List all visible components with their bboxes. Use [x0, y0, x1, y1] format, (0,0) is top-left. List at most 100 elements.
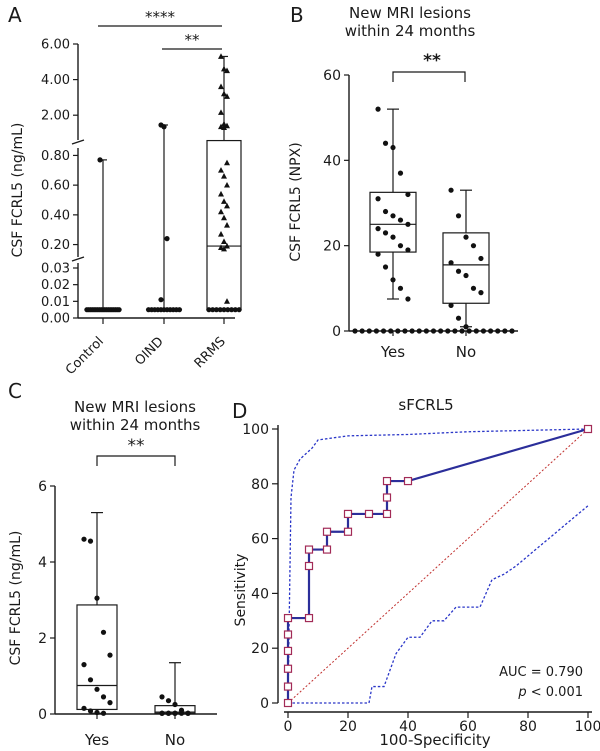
panel-c-point-no	[178, 710, 185, 716]
panel-a-y-tick-label: 6.00	[41, 38, 70, 53]
panel-c-y-tick-label: 0	[38, 707, 47, 723]
panel-c-point-no	[172, 710, 178, 716]
panel-b-title-line-1: New MRI lesions	[349, 4, 471, 22]
panel-b-y-label: CSF FCRL5 (NPX)	[288, 142, 304, 261]
panel-a-y-tick-label: 0.20	[41, 238, 70, 253]
panel-c-point-yes	[100, 710, 107, 716]
panel-b-zero-point	[466, 328, 472, 334]
panel-b-point-no	[470, 243, 477, 249]
panel-a-point-rrms	[218, 167, 224, 173]
panel-c-point-yes	[100, 629, 107, 635]
panel-c-point-yes	[94, 686, 100, 692]
panel-a-axis-break-2	[71, 139, 85, 145]
panel-b-point-yes	[375, 196, 381, 202]
panel-b-zero-point	[480, 328, 487, 334]
panel-d-p-text: < 0.001	[527, 685, 583, 700]
panel-b-zero-point	[438, 328, 444, 334]
panel-c-point-yes	[81, 662, 87, 668]
panel-b-sig-bracket	[392, 71, 466, 82]
panel-b-zero-point	[359, 328, 365, 334]
panel-b-point-yes	[390, 144, 396, 151]
panel-b-point-no	[470, 285, 477, 291]
panel-d-roc-point	[304, 613, 314, 623]
panel-b-point-yes	[382, 230, 389, 236]
panel-d-y-tick-label: 40	[251, 586, 269, 602]
panel-b-zero-point	[459, 328, 465, 334]
panel-a-point-rrms	[218, 208, 224, 215]
panel-b-point-yes	[405, 221, 411, 227]
panel-c-point-yes	[87, 538, 94, 544]
panel-d-auc: AUC = 0.790	[499, 665, 583, 680]
panel-b-point-yes	[397, 285, 404, 291]
panel-d-x-tick-label: 100	[575, 719, 600, 735]
panel-d-roc-point	[403, 476, 413, 486]
panel-a-point-oind	[164, 236, 170, 242]
panel-b-point-no	[455, 268, 462, 274]
panel-b-box-no	[442, 232, 490, 304]
panel-d-plot	[283, 424, 593, 708]
panel-c-point-yes	[94, 595, 100, 601]
panel-d-roc-point	[382, 493, 392, 502]
panel-c-point-yes	[81, 705, 87, 711]
panel-b-zero-point	[373, 328, 380, 334]
panel-a-point-rrms	[224, 298, 230, 304]
panel-b-zero-point	[487, 328, 494, 334]
panel-b-point-yes	[405, 191, 411, 198]
panel-b-y-tick-label: 20	[323, 239, 341, 255]
panel-c-category-no: No	[165, 731, 185, 749]
panel-a-category-rrms: RRMS	[192, 334, 229, 371]
panel-a-sig-label-control-rrms: ****	[145, 8, 176, 26]
panel-a-point-rrms	[210, 307, 216, 313]
panel-d-roc-point	[283, 664, 293, 673]
panel-a-y-tick-label: 0.02	[41, 278, 70, 293]
panel-d-roc-point	[382, 476, 392, 486]
panel-b-zero-point	[423, 328, 429, 334]
panel-a-point-rrms	[224, 67, 230, 74]
panel-b-point-yes	[375, 251, 381, 257]
panel-b-point-yes	[375, 106, 381, 112]
panel-d-y-tick-label: 20	[251, 641, 269, 657]
panel-b: New MRI lesions within 24 months CSF FCR…	[288, 4, 518, 361]
panel-a-point-rrms	[221, 245, 227, 252]
panel-a-point-rrms	[224, 222, 230, 228]
panel-a-point-rrms	[218, 83, 224, 90]
panel-a-y-tick-label: 2.00	[41, 109, 70, 124]
panel-a-sig-label-oind-rrms: **	[185, 31, 201, 49]
panel-a-point-rrms	[236, 307, 242, 313]
panel-b-zero-point	[352, 328, 358, 334]
panel-b-zero-point	[445, 328, 451, 334]
panel-a-point-rrms	[221, 307, 227, 313]
panel-a-point-rrms	[221, 214, 227, 221]
panel-d-roc-point	[283, 682, 293, 691]
panel-d-roc-point	[583, 424, 593, 434]
panel-d-x-tick-label: 20	[339, 719, 357, 735]
panel-b-y-tick-label: 60	[323, 68, 341, 84]
panel-d-roc-point	[322, 545, 332, 554]
panel-d-pvalue: p < 0.001	[517, 685, 583, 700]
panel-c-box-yes	[76, 604, 118, 711]
panel-c-sig-label: **	[128, 436, 145, 456]
panel-d-roc-point	[304, 545, 314, 554]
panel-c-point-no	[165, 710, 172, 716]
panel-a-point-rrms	[221, 124, 227, 131]
panel-b-point-yes	[390, 234, 396, 240]
panel-a-axis-break-1	[71, 256, 85, 262]
panel-b-zero-point	[502, 328, 508, 334]
panel-a-point-rrms	[221, 238, 227, 244]
panel-a-y-tick-label: 0.03	[41, 262, 70, 277]
panel-b-zero-point	[366, 328, 372, 334]
panel-a-category-control: Control	[63, 334, 107, 378]
panel-b-point-no	[448, 187, 454, 193]
panel-d-y-tick-label: 80	[251, 477, 269, 493]
panel-a-point-oind	[158, 297, 164, 303]
panel-b-zero-point	[409, 328, 415, 334]
panel-d-roc-point	[283, 630, 293, 639]
panel-d-roc-point	[364, 509, 374, 519]
panel-d-x-label: 100-Specificity	[379, 731, 490, 749]
panel-d-roc-point	[382, 509, 392, 519]
panel-b-box-yes	[369, 191, 417, 253]
panel-b-point-yes	[397, 243, 404, 249]
panel-a-point-rrms	[225, 307, 231, 313]
panel-a-point-control	[116, 307, 122, 313]
